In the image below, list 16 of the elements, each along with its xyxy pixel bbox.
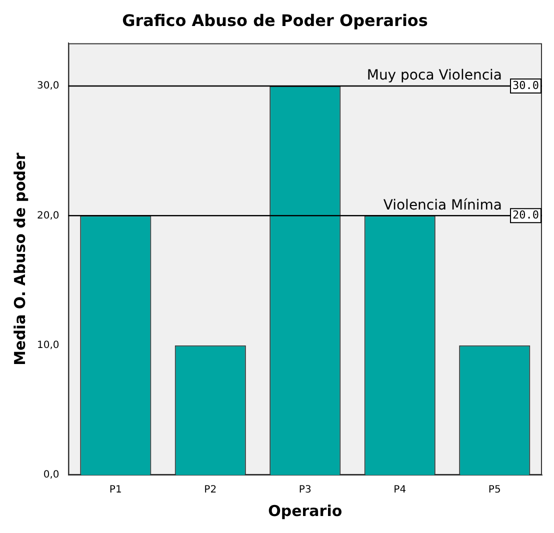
y-tick-label: 0,0 [43,470,60,481]
x-tick-label: P2 [204,484,217,496]
y-axis-title: Media O. Abuso de poder [10,152,29,366]
ref-line-label: Muy poca Violencia [366,68,502,84]
annotation: 20.0 [512,208,540,222]
x-axis-title: Operario [268,502,342,520]
y-tick-label: 30,0 [37,80,60,92]
x-tick-label: P1 [109,484,122,496]
x-tick-label: P5 [488,484,501,496]
y-tick-label: 10,0 [37,340,60,351]
ref-line-label: Violencia Mínima [383,197,502,214]
x-tick-label: P4 [394,484,406,496]
annotation: 30.0 [512,78,540,92]
y-tick-label: 20,0 [37,210,60,222]
x-tick-label: P3 [298,484,312,496]
chart-title: Grafico Abuso de Poder Operarios [122,10,428,30]
